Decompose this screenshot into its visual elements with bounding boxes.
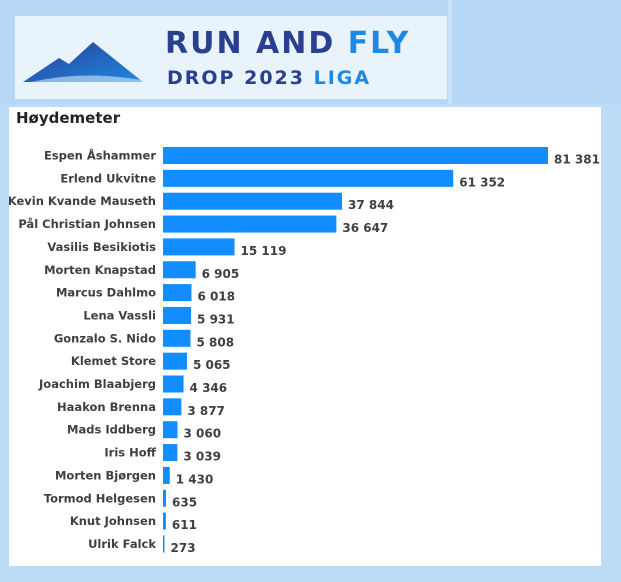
bar[interactable]: [163, 444, 178, 462]
bar[interactable]: [163, 192, 343, 210]
bar[interactable]: [163, 284, 192, 302]
bar[interactable]: [163, 489, 167, 507]
data-label: 6 905: [202, 267, 240, 281]
category-label: Marcus Dahlmo: [56, 286, 156, 300]
data-label: 3 877: [187, 404, 225, 418]
bar-chart: Espen Åshammer 81 381 Erlend Ukvitne 61 352…: [9, 147, 600, 555]
bar[interactable]: [163, 215, 337, 233]
category-label: Iris Hoff: [104, 446, 156, 460]
bar[interactable]: [163, 512, 166, 530]
bar[interactable]: [163, 261, 196, 279]
data-label: 6 018: [197, 290, 235, 304]
bar[interactable]: [163, 169, 454, 187]
category-label: Lena Vassli: [83, 308, 156, 322]
logo-banner: RUN AND FLY DROP 2023 LIGA: [15, 16, 447, 99]
category-label: Vasilis Besikiotis: [47, 240, 156, 254]
bar[interactable]: [163, 421, 178, 439]
category-label: Morten Knapstad: [44, 263, 156, 277]
bar[interactable]: [163, 398, 182, 416]
data-label: 61 352: [459, 175, 505, 189]
bar[interactable]: [163, 329, 191, 347]
logo-title-accent: FLY: [347, 26, 411, 61]
data-label: 37 844: [348, 198, 394, 212]
data-label: 273: [171, 541, 196, 555]
category-label: Morten Bjørgen: [55, 468, 156, 482]
data-label: 81 381: [554, 153, 600, 167]
chart-card: Høydemeter Espen Åshammer 81 381 Erlend Uk…: [9, 107, 601, 566]
bar[interactable]: [163, 352, 187, 370]
category-label: Klemet Store: [71, 354, 156, 368]
category-label: Gonzalo S. Nido: [54, 331, 156, 345]
logo-subtitle-accent: LIGA: [313, 67, 372, 89]
data-label: 5 065: [193, 358, 231, 372]
bar[interactable]: [163, 375, 184, 393]
data-label: 635: [172, 495, 197, 509]
bar[interactable]: [163, 238, 235, 256]
data-label: 3 039: [183, 450, 221, 464]
category-label: Kevin Kvande Mauseth: [9, 194, 156, 208]
data-label: 611: [172, 518, 197, 532]
bar[interactable]: [163, 147, 548, 164]
data-label: 4 346: [190, 381, 228, 395]
category-label: Haakon Brenna: [57, 400, 156, 414]
bar[interactable]: [163, 306, 192, 324]
data-label: 1 430: [176, 472, 214, 486]
category-label: Espen Åshammer: [44, 148, 156, 163]
category-label: Erlend Ukvitne: [60, 171, 156, 185]
logo-title-main: RUN AND: [165, 26, 348, 61]
data-label: 3 060: [183, 427, 221, 441]
data-label: 15 119: [241, 244, 287, 258]
category-label: Ulrik Falck: [88, 537, 156, 551]
category-label: Knut Johnsen: [70, 514, 156, 528]
bar[interactable]: [163, 535, 165, 553]
data-label: 5 808: [196, 335, 234, 349]
logo-subtitle: DROP 2023 LIGA: [167, 67, 371, 89]
category-label: Mads Iddberg: [67, 423, 156, 437]
chart-title: Høydemeter: [16, 109, 121, 127]
data-label: 5 931: [197, 312, 235, 326]
logo-title: RUN AND FLY: [165, 26, 410, 61]
logo-subtitle-main: DROP 2023: [167, 67, 314, 89]
category-label: Joachim Blaabjerg: [38, 377, 156, 391]
header-divider: [448, 0, 452, 104]
category-label: Tormod Helgesen: [44, 491, 156, 505]
bar[interactable]: [163, 466, 170, 484]
mountain-icon: [23, 42, 143, 82]
data-label: 36 647: [342, 221, 388, 235]
category-label: Pål Christian Johnsen: [18, 217, 156, 231]
